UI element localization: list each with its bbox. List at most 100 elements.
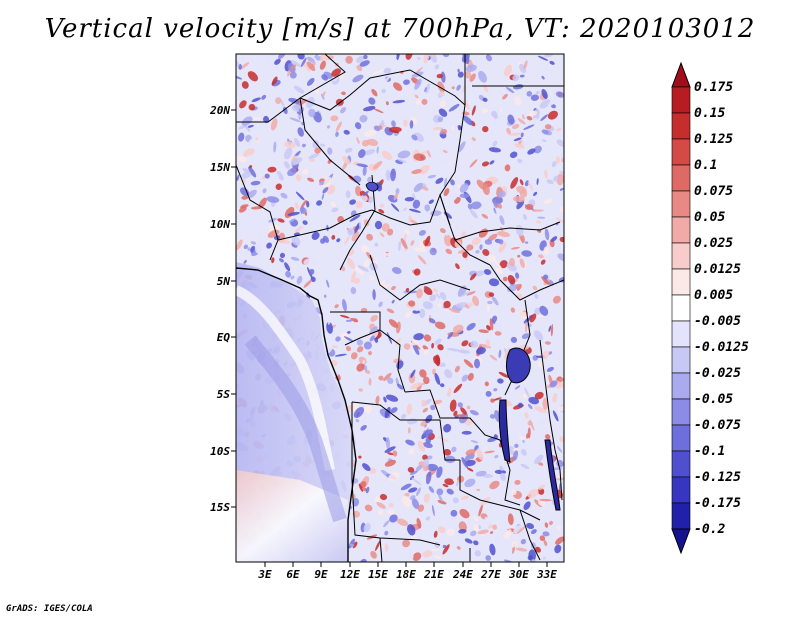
velocity-speckle (553, 223, 564, 232)
velocity-speckle (404, 229, 411, 235)
velocity-speckle (274, 58, 281, 65)
velocity-speckle (515, 224, 524, 237)
velocity-speckle (378, 375, 384, 381)
velocity-speckle (507, 513, 514, 526)
velocity-speckle (415, 99, 421, 106)
velocity-speckle (385, 60, 389, 66)
velocity-speckle (433, 530, 438, 538)
velocity-speckle (489, 543, 496, 556)
velocity-speckle (526, 91, 533, 97)
velocity-speckle (425, 83, 430, 94)
velocity-speckle (457, 165, 463, 172)
velocity-speckle (435, 177, 444, 184)
velocity-speckle (347, 227, 355, 236)
velocity-speckle (450, 509, 458, 517)
velocity-speckle (271, 173, 280, 181)
velocity-speckle (534, 391, 544, 400)
velocity-speckle (409, 120, 414, 129)
velocity-speckle (520, 138, 533, 147)
colorbar-bin (671, 372, 691, 400)
velocity-speckle (407, 427, 411, 434)
velocity-speckle (275, 183, 282, 190)
colorbar-label: -0.1 (694, 444, 726, 459)
velocity-speckle (459, 163, 472, 167)
colorbar-bin (671, 476, 691, 504)
velocity-speckle (239, 187, 250, 197)
velocity-speckle (446, 392, 451, 397)
velocity-speckle (349, 199, 357, 205)
velocity-speckle (541, 75, 545, 80)
velocity-speckle (514, 479, 521, 485)
velocity-speckle (388, 126, 402, 133)
velocity-speckle (519, 74, 525, 78)
velocity-speckle (404, 311, 412, 318)
velocity-speckle (544, 54, 553, 58)
velocity-speckle (330, 201, 337, 208)
velocity-speckle (523, 501, 531, 511)
velocity-speckle (526, 116, 533, 121)
velocity-speckle (516, 525, 526, 535)
velocity-speckle (302, 60, 311, 72)
velocity-speckle (447, 348, 460, 352)
velocity-speckle (514, 143, 525, 149)
velocity-speckle (521, 449, 527, 456)
lon-label-3e: 3E (258, 568, 272, 581)
velocity-speckle (479, 244, 483, 250)
velocity-speckle (323, 294, 327, 298)
velocity-speckle (457, 125, 462, 130)
velocity-speckle (355, 200, 363, 209)
velocity-speckle (335, 131, 339, 137)
velocity-speckle (420, 399, 427, 406)
velocity-speckle (359, 114, 368, 123)
velocity-speckle (478, 504, 483, 517)
velocity-speckle (277, 218, 285, 223)
velocity-speckle (273, 190, 281, 198)
velocity-speckle (448, 308, 460, 314)
colorbar-label: 0.15 (694, 106, 726, 121)
velocity-speckle (488, 254, 496, 263)
velocity-speckle (535, 546, 541, 553)
velocity-speckle (397, 159, 407, 163)
velocity-speckle (368, 196, 373, 204)
velocity-speckle (400, 483, 412, 491)
velocity-speckle (307, 168, 315, 179)
velocity-speckle (534, 406, 547, 413)
colorbar-bin (671, 268, 691, 296)
velocity-speckle (458, 141, 466, 153)
velocity-speckle (434, 555, 442, 560)
velocity-speckle (372, 160, 383, 170)
velocity-speckle (278, 54, 287, 59)
velocity-speckle (287, 211, 300, 216)
velocity-speckle (386, 228, 394, 236)
velocity-speckle (369, 275, 375, 281)
velocity-speckle (275, 97, 282, 104)
velocity-speckle (378, 301, 383, 308)
velocity-speckle (248, 103, 256, 111)
velocity-speckle (422, 286, 433, 296)
velocity-speckle (486, 304, 490, 313)
velocity-speckle (393, 193, 399, 201)
velocity-speckle (537, 447, 543, 453)
velocity-speckle (494, 260, 502, 269)
velocity-speckle (442, 483, 449, 488)
velocity-speckle (467, 203, 473, 210)
velocity-speckle (559, 206, 564, 213)
velocity-speckle (362, 190, 369, 197)
velocity-speckle (409, 495, 416, 500)
velocity-speckle (261, 94, 267, 100)
velocity-speckle (423, 458, 430, 467)
velocity-speckle (496, 203, 502, 209)
velocity-speckle (502, 276, 508, 282)
velocity-speckle (469, 273, 477, 281)
velocity-speckle (321, 74, 328, 81)
velocity-speckle (481, 106, 493, 110)
velocity-speckle (426, 463, 439, 471)
velocity-speckle (523, 124, 535, 130)
velocity-speckle (544, 161, 551, 167)
velocity-speckle (521, 250, 533, 257)
velocity-speckle (408, 448, 415, 455)
velocity-speckle (454, 365, 460, 373)
velocity-speckle (373, 108, 384, 114)
velocity-speckle (266, 242, 272, 249)
velocity-speckle (506, 127, 511, 135)
